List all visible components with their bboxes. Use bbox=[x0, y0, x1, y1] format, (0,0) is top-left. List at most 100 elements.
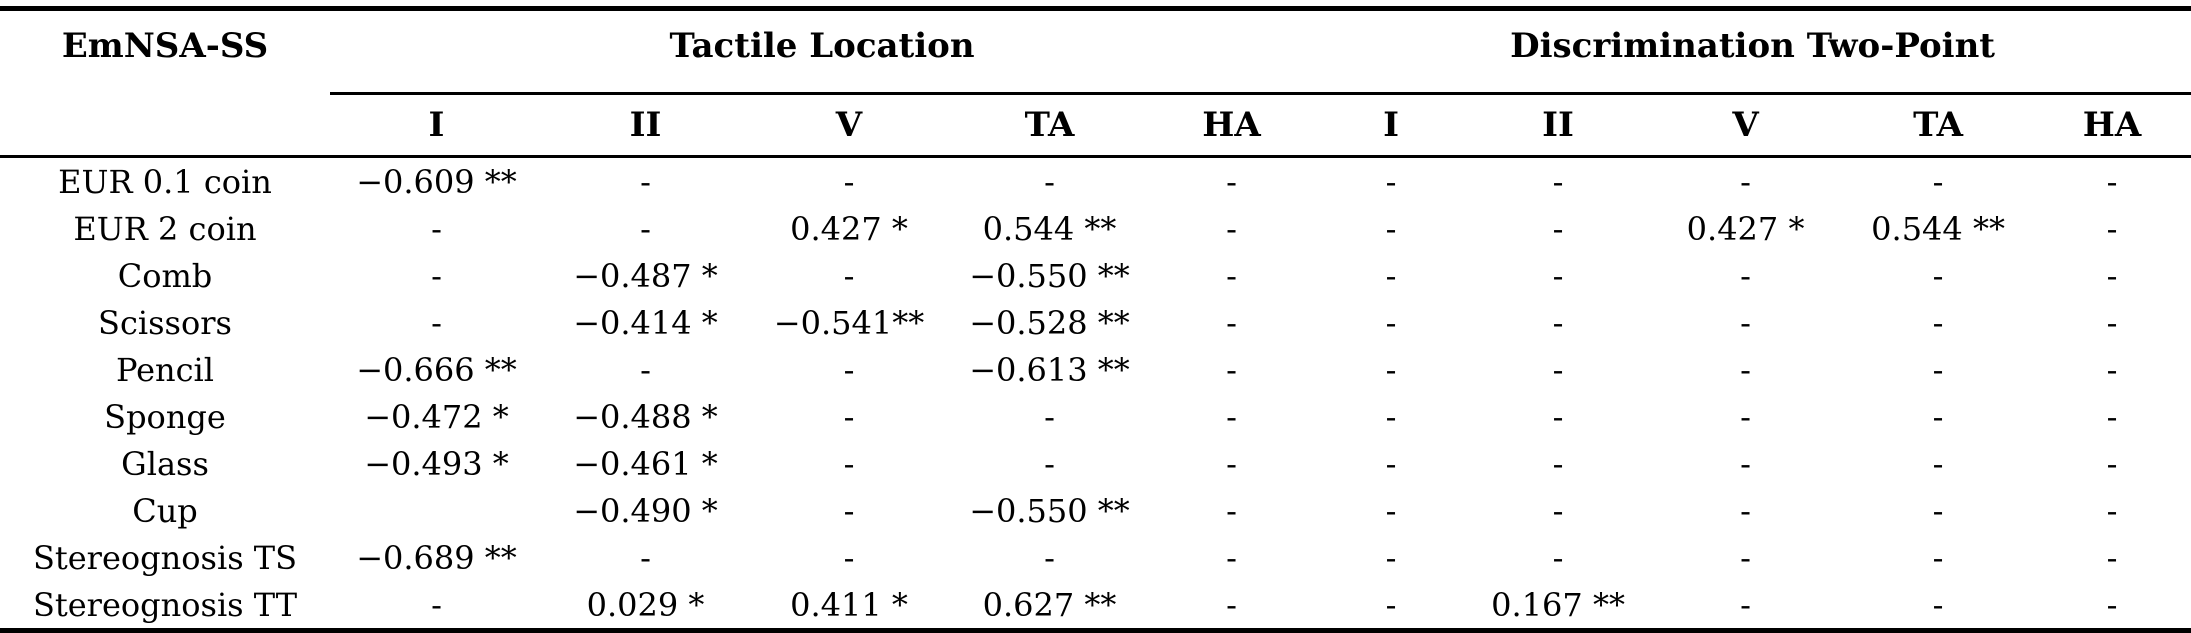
cell: −0.666 ** bbox=[356, 350, 517, 389]
column-header-tl-ta: TA bbox=[950, 93, 1149, 158]
cell: - bbox=[1552, 538, 1564, 577]
table-row: Cup −0.490 * - −0.550 ** - - - - - - bbox=[0, 487, 2191, 534]
cell: - bbox=[431, 585, 442, 624]
cell: −0.490 * bbox=[573, 491, 718, 530]
cell: - bbox=[1932, 256, 1944, 295]
cell: - bbox=[1552, 491, 1564, 530]
cell: - bbox=[2106, 350, 2118, 389]
column-header-dtp-i: I bbox=[1314, 93, 1469, 158]
subheader-row: I II V TA HA I II V TA HA bbox=[0, 93, 2191, 158]
cell: - bbox=[1044, 162, 1055, 201]
cell: - bbox=[1385, 444, 1397, 483]
column-header-dtp-ii: II bbox=[1468, 93, 1649, 158]
cell: - bbox=[1740, 491, 1751, 530]
cell: - bbox=[1740, 303, 1751, 342]
cell: - bbox=[2106, 585, 2118, 624]
cell: - bbox=[1552, 350, 1564, 389]
cell: - bbox=[1226, 444, 1237, 483]
cell: −0.609 ** bbox=[356, 162, 517, 201]
cell: - bbox=[1226, 491, 1237, 530]
row-label: Pencil bbox=[115, 350, 215, 389]
cell: - bbox=[843, 256, 855, 295]
cell: - bbox=[1932, 585, 1944, 624]
cell: - bbox=[1552, 209, 1564, 248]
cell: −0.487 * bbox=[573, 256, 718, 295]
cell: −0.472 * bbox=[364, 397, 509, 436]
cell: - bbox=[1226, 209, 1237, 248]
row-label: EUR 0.1 coin bbox=[58, 162, 272, 201]
cell: 0.427 * bbox=[790, 209, 908, 248]
cell: −0.541** bbox=[773, 303, 925, 342]
cell: - bbox=[1932, 491, 1944, 530]
row-label: Stereognosis TS bbox=[32, 538, 298, 577]
cell: 0.427 * bbox=[1686, 209, 1805, 248]
cell: - bbox=[843, 538, 855, 577]
cell: −0.613 ** bbox=[969, 350, 1130, 389]
cell: - bbox=[1226, 303, 1237, 342]
cell: −0.414 * bbox=[573, 303, 718, 342]
cell: - bbox=[843, 350, 855, 389]
cell: - bbox=[1932, 538, 1944, 577]
cell: - bbox=[431, 256, 442, 295]
cell: −0.461 * bbox=[573, 444, 718, 483]
cell: - bbox=[843, 397, 855, 436]
cell: 0.029 * bbox=[586, 585, 705, 624]
cell: - bbox=[1385, 491, 1397, 530]
table-row: EUR 0.1 coin −0.609 ** - - - - - - - - - bbox=[0, 157, 2191, 206]
cell: - bbox=[1226, 256, 1237, 295]
cell: - bbox=[1932, 444, 1944, 483]
row-label: Sponge bbox=[104, 397, 226, 436]
table-row: Stereognosis TS −0.689 ** - - - - - - - … bbox=[0, 534, 2191, 581]
table-row: Pencil −0.666 ** - - −0.613 ** - - - - -… bbox=[0, 346, 2191, 393]
cell: - bbox=[1552, 256, 1564, 295]
cell: - bbox=[640, 209, 651, 248]
cell: - bbox=[1552, 397, 1564, 436]
cell: - bbox=[431, 303, 442, 342]
cell: - bbox=[640, 350, 651, 389]
cell: - bbox=[1226, 585, 1237, 624]
group-header-row: EmNSA-SS Tactile Location Discrimination… bbox=[0, 8, 2191, 158]
cell: - bbox=[1385, 585, 1397, 624]
cell: - bbox=[1932, 162, 1944, 201]
cell: - bbox=[640, 162, 651, 201]
cell: - bbox=[843, 444, 855, 483]
row-label: Stereognosis TT bbox=[32, 585, 298, 624]
cell: −0.528 ** bbox=[969, 303, 1130, 342]
cell: - bbox=[2106, 162, 2118, 201]
cell: - bbox=[1385, 256, 1397, 295]
cell: - bbox=[2106, 397, 2118, 436]
row-label: Scissors bbox=[98, 303, 232, 342]
cell: - bbox=[843, 491, 855, 530]
cell: −0.550 ** bbox=[969, 491, 1130, 530]
cell: - bbox=[1226, 350, 1237, 389]
cell: - bbox=[1385, 538, 1397, 577]
cell: - bbox=[1932, 350, 1944, 389]
cell: 0.627 ** bbox=[982, 585, 1117, 624]
cell: - bbox=[1552, 303, 1564, 342]
cell: - bbox=[2106, 491, 2118, 530]
table-row: Scissors - −0.414 * −0.541** −0.528 ** -… bbox=[0, 299, 2191, 346]
cell: 0.411 * bbox=[790, 585, 908, 624]
cell: - bbox=[1226, 162, 1237, 201]
column-header-tl-v: V bbox=[748, 93, 950, 158]
column-header-dtp-ta: TA bbox=[1843, 93, 2034, 158]
cell: - bbox=[2106, 256, 2118, 295]
table-row: Glass −0.493 * −0.461 * - - - - - - - - bbox=[0, 440, 2191, 487]
cell: - bbox=[1044, 444, 1055, 483]
cell: - bbox=[1552, 162, 1564, 201]
row-label: Cup bbox=[132, 491, 198, 530]
group-header-discrimination-two-point: Discrimination Two-Point bbox=[1314, 8, 2191, 95]
cell: - bbox=[1740, 585, 1751, 624]
cell: - bbox=[1740, 256, 1751, 295]
row-label: Comb bbox=[117, 256, 213, 295]
column-header-tl-ha: HA bbox=[1149, 93, 1315, 158]
cell: - bbox=[1385, 397, 1397, 436]
cell: - bbox=[1740, 397, 1751, 436]
row-label: EUR 2 coin bbox=[73, 209, 257, 248]
cell: - bbox=[1385, 303, 1397, 342]
row-label: Glass bbox=[121, 444, 209, 483]
cell: - bbox=[1044, 538, 1055, 577]
cell: - bbox=[1740, 350, 1751, 389]
cell: −0.550 ** bbox=[969, 256, 1130, 295]
